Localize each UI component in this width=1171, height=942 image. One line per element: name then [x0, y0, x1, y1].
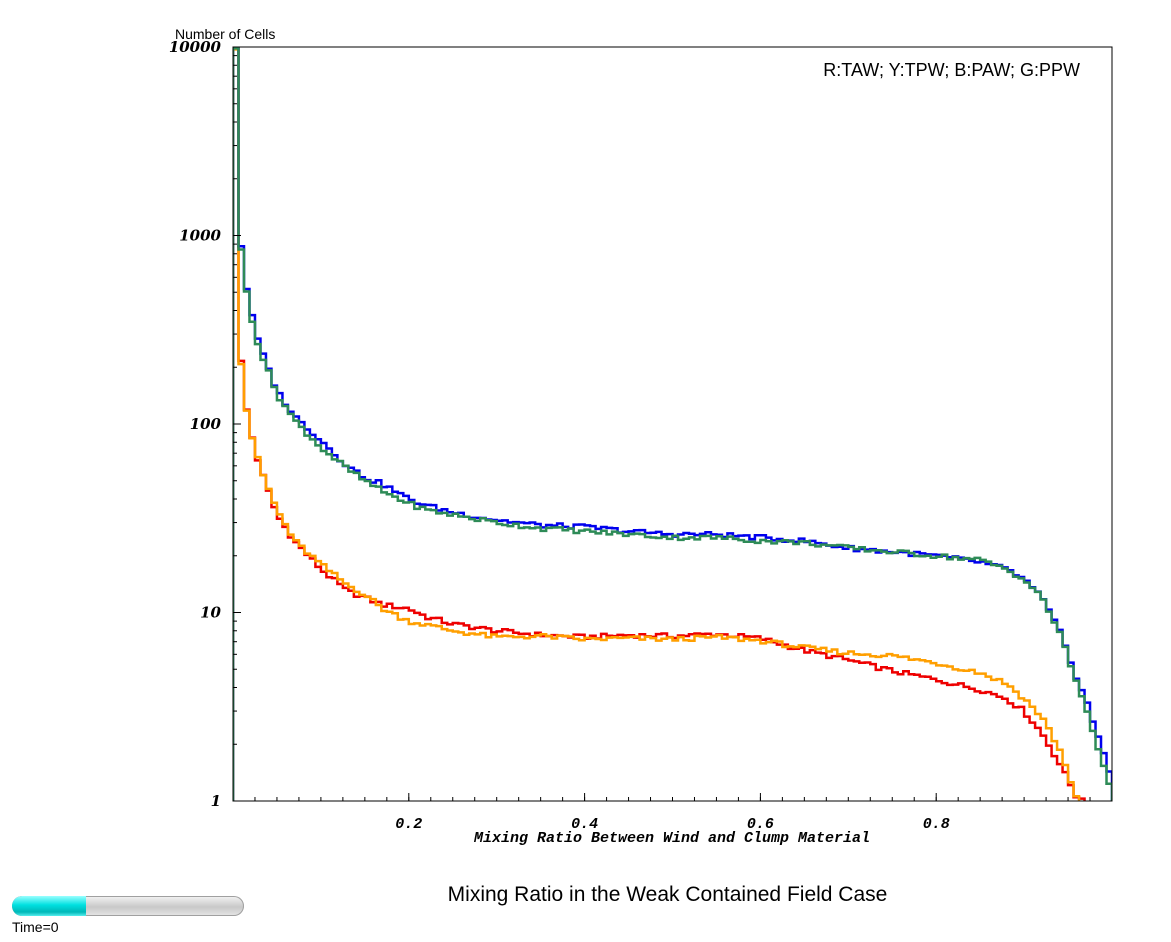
series-line-1 [233, 48, 1081, 801]
x-tick-label: 0.4 [571, 816, 598, 833]
plot-frame [232, 46, 1113, 802]
x-tick-label: 0.6 [747, 816, 774, 833]
time-label: Time=0 [12, 919, 59, 935]
time-slider-fill [12, 896, 87, 916]
legend-text: R:TAW; Y:TPW; B:PAW; G:PPW [823, 60, 1080, 80]
x-axis-label: Mixing Ratio Between Wind and Clump Mate… [473, 830, 870, 847]
series-line-0 [233, 47, 1086, 801]
y-axis-label: Number of Cells [175, 26, 275, 42]
y-tick-label: 1000 [179, 227, 221, 245]
y-tick-label: 1 [211, 792, 221, 810]
series-layer [233, 47, 1112, 801]
tick-layer: 1 10 100 1000 10000 0.2 0.4 0.6 0.8 [169, 38, 1091, 833]
time-slider[interactable] [12, 896, 244, 916]
x-tick-label: 0.8 [923, 816, 950, 833]
x-tick-label: 0.2 [395, 816, 422, 833]
y-tick-label: 10000 [169, 38, 222, 56]
chart-title: Mixing Ratio in the Weak Contained Field… [447, 883, 888, 906]
y-tick-label: 10 [200, 604, 221, 622]
y-tick-label: 100 [190, 415, 222, 433]
series-line-3 [233, 47, 1112, 801]
series-line-2 [233, 47, 1112, 801]
